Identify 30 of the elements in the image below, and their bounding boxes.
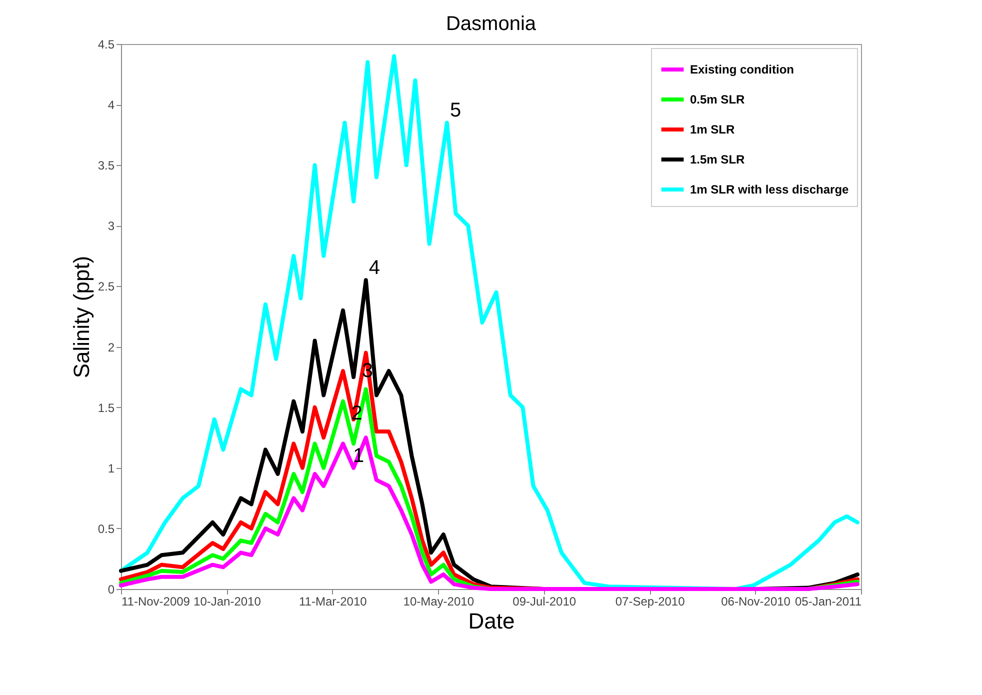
- legend-label: 1m SLR: [690, 122, 736, 136]
- y-tick-label: 4: [108, 98, 115, 112]
- x-tick-label: 10-Jan-2010: [194, 594, 262, 608]
- x-axis-title: Date: [468, 608, 515, 634]
- x-tick-label: 05-Jan-2011: [795, 594, 862, 608]
- annotation: 2: [351, 402, 362, 424]
- chart-title: Dasmonia: [446, 13, 537, 35]
- legend-label: Existing condition: [690, 62, 794, 76]
- y-tick-label: 0.5: [98, 522, 115, 536]
- y-tick-label: 3: [108, 219, 115, 234]
- x-tick-label: 09-Jul-2010: [512, 594, 576, 608]
- legend-label: 1.5m SLR: [690, 152, 746, 166]
- y-tick-label: 1.5: [98, 400, 115, 415]
- y-tick-label: 2.5: [98, 280, 115, 294]
- x-tick-label: 06-Nov-2010: [721, 594, 791, 608]
- x-tick-label: 07-Sep-2010: [615, 594, 686, 608]
- y-tick-label: 0: [108, 582, 115, 596]
- annotation: 5: [450, 100, 462, 122]
- y-axis-title: Salinity (ppt): [68, 256, 94, 378]
- y-tick-label: 2: [108, 340, 115, 354]
- annotation: 4: [368, 257, 380, 280]
- y-tick-label: 3.5: [98, 158, 115, 173]
- y-tick-label: 4.5: [98, 38, 115, 52]
- y-tick-label: 1: [108, 461, 115, 476]
- x-tick-label: 11-Mar-2010: [299, 594, 368, 608]
- legend-label: 1m SLR with less discharge: [690, 182, 850, 196]
- x-tick-label: 11-Nov-2009: [122, 594, 190, 608]
- legend-label: 0.5m SLR: [690, 92, 746, 106]
- x-tick-label: 10-May-2010: [403, 594, 474, 608]
- line-series: [119, 436, 860, 591]
